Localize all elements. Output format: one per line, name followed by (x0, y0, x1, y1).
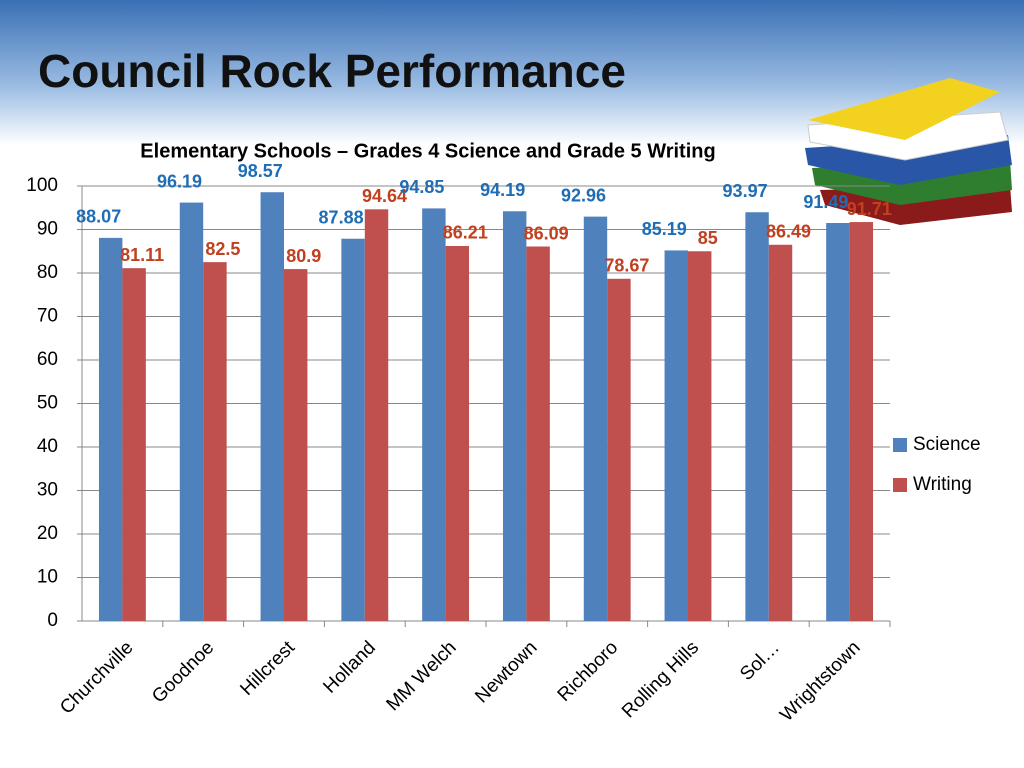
value-label: 78.67 (604, 256, 649, 276)
value-label: 94.64 (362, 186, 407, 206)
y-tick-label: 90 (37, 219, 58, 240)
legend-label: Science (913, 434, 981, 455)
y-tick-label: 60 (37, 349, 58, 370)
value-label: 91.49 (803, 192, 848, 212)
y-tick-label: 0 (47, 610, 58, 631)
bar (122, 268, 146, 621)
bar (260, 192, 284, 621)
bar (284, 269, 308, 621)
value-label: 82.5 (205, 239, 240, 259)
value-label: 80.9 (286, 246, 321, 266)
bar (745, 212, 769, 621)
value-label: 87.88 (319, 207, 364, 227)
chart-title: Elementary Schools – Grades 4 Science an… (140, 140, 715, 162)
bar (98, 237, 123, 621)
bar (364, 209, 389, 622)
bar (445, 245, 470, 621)
bar (422, 208, 446, 621)
bar (849, 222, 874, 621)
y-tick-label: 100 (26, 175, 58, 196)
bar (583, 216, 608, 621)
bar (607, 278, 631, 621)
value-label: 98.57 (238, 161, 283, 181)
legend-swatch (893, 478, 907, 492)
bar (826, 223, 850, 621)
legend-label: Writing (913, 474, 972, 495)
y-tick-label: 20 (37, 523, 58, 544)
bar (664, 250, 688, 621)
slide-title: Council Rock Performance (38, 45, 626, 97)
value-label: 86.21 (443, 223, 488, 243)
bar (768, 244, 793, 621)
bar (688, 251, 712, 621)
legend-swatch (893, 438, 907, 452)
value-label: 85.19 (642, 219, 687, 239)
value-label: 86.49 (766, 222, 811, 242)
value-label: 88.07 (76, 207, 121, 227)
books-icon (805, 78, 1012, 225)
y-tick-label: 10 (37, 567, 58, 588)
value-label: 94.85 (399, 177, 444, 197)
value-label: 86.09 (524, 223, 569, 243)
value-label: 96.19 (157, 171, 202, 191)
value-label: 93.97 (723, 181, 768, 201)
value-label: 85 (698, 228, 718, 248)
y-tick-label: 40 (37, 436, 58, 457)
bar (526, 246, 550, 622)
value-label: 92.96 (561, 185, 606, 205)
bar (179, 202, 204, 622)
bar (341, 238, 365, 622)
y-tick-label: 50 (37, 393, 58, 414)
y-tick-label: 70 (37, 306, 58, 327)
bar (203, 262, 227, 621)
value-label: 91.71 (847, 199, 892, 219)
bar (502, 211, 527, 621)
value-label: 81.11 (120, 245, 164, 265)
y-tick-label: 30 (37, 480, 58, 501)
value-label: 94.19 (480, 180, 525, 200)
y-tick-label: 80 (37, 262, 58, 283)
